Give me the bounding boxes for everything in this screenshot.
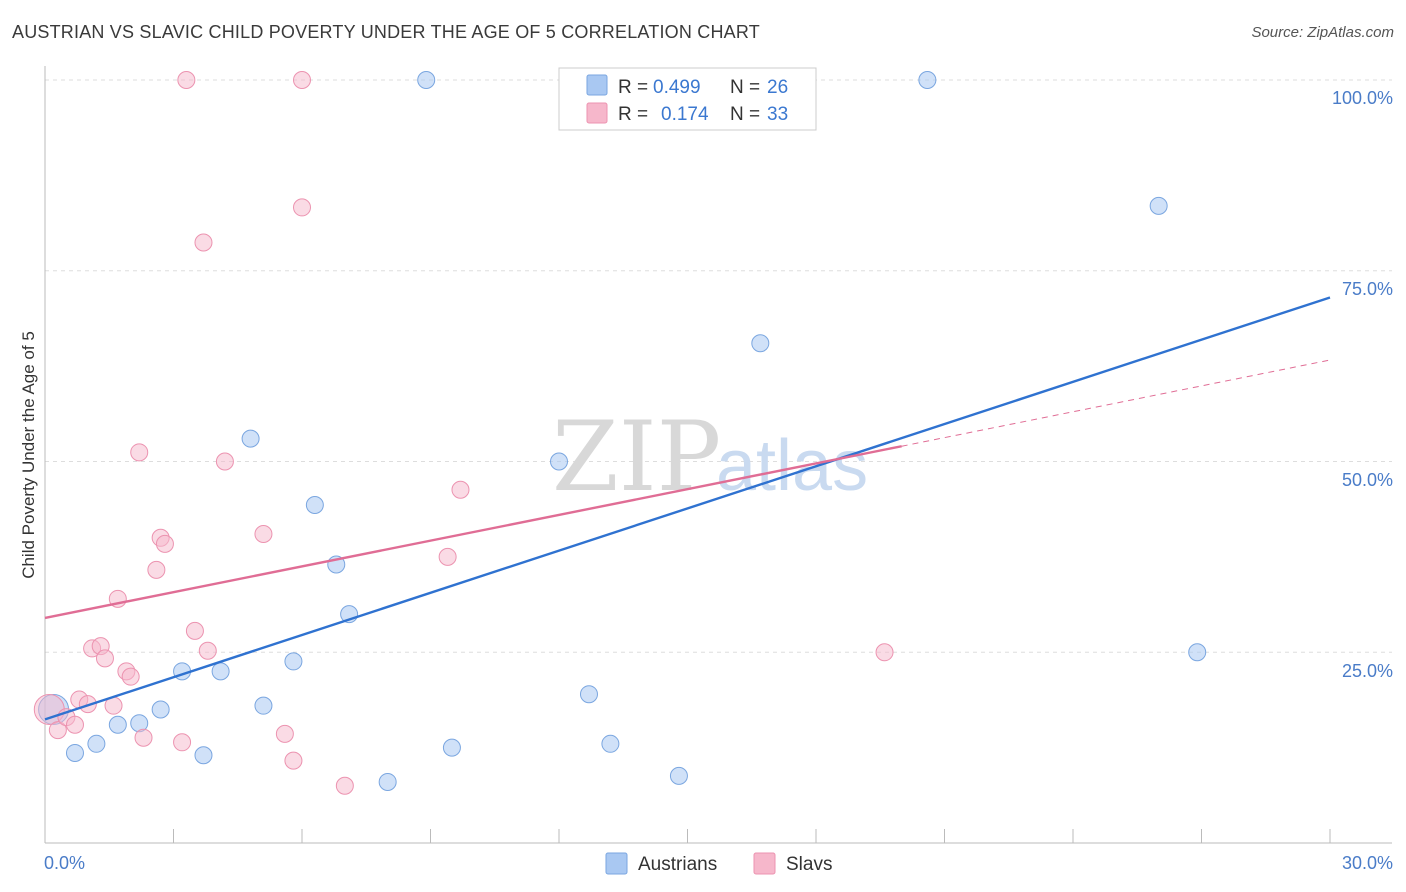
watermark-zip: ZIP <box>552 401 721 513</box>
point-austrians-10 <box>254 696 273 715</box>
source-label: Source: ZipAtlas.com <box>1251 24 1394 41</box>
point-austrians-21 <box>669 766 688 785</box>
legend-n-label-austrians: N = <box>730 77 760 98</box>
y-tick-label-25: 25.0% <box>1342 661 1393 681</box>
point-austrians-20 <box>601 734 620 753</box>
point-austrians-3 <box>108 715 127 734</box>
point-slavs-3 <box>65 715 84 734</box>
point-austrians-19 <box>579 685 598 704</box>
point-slavs-21 <box>194 233 213 252</box>
correlation-legend: R = 0.499 N = 26 R = 0.174 N = 33 <box>558 67 817 131</box>
point-austrians-25 <box>1188 643 1207 662</box>
point-slavs-29 <box>335 776 354 795</box>
point-slavs-8 <box>95 649 114 668</box>
point-slavs-17 <box>155 534 174 553</box>
point-austrians-12 <box>305 495 324 514</box>
series-legend-label-slavs: Slavs <box>786 854 832 875</box>
point-slavs-14 <box>134 728 153 747</box>
scatter-points <box>33 71 1207 795</box>
legend-r-value-austrians: 0.499 <box>653 77 701 98</box>
legend-r-value-slavs: 0.174 <box>661 104 709 125</box>
point-slavs-26 <box>284 751 303 770</box>
point-austrians-17 <box>442 738 461 757</box>
series-legend-swatch-slavs <box>753 852 776 875</box>
point-slavs-27 <box>293 198 311 217</box>
x-tick-labels: 0.0% 30.0% <box>44 853 1393 873</box>
chart-title: AUSTRIAN VS SLAVIC CHILD POVERTY UNDER T… <box>12 22 760 42</box>
series-legend-swatch-austrians <box>605 852 628 875</box>
point-slavs-31 <box>451 480 470 499</box>
point-austrians-7 <box>194 746 213 765</box>
legend-n-value-austrians: 26 <box>767 77 788 98</box>
trend-lines <box>44 296 1331 721</box>
point-austrians-15 <box>378 772 397 791</box>
point-austrians-1 <box>65 743 84 762</box>
grid-lines <box>45 79 1392 653</box>
point-austrians-23 <box>918 71 937 89</box>
point-austrians-2 <box>87 734 106 753</box>
series-legend: Austrians Slavs <box>605 852 832 875</box>
point-slavs-28 <box>293 71 311 89</box>
legend-n-label-slavs: N = <box>730 104 760 125</box>
point-austrians-11 <box>284 652 303 671</box>
watermark-atlas: atlas <box>716 426 868 506</box>
point-slavs-25 <box>275 724 294 743</box>
trend-line-slavs <box>44 445 902 620</box>
point-austrians-24 <box>1149 196 1168 215</box>
y-tick-label-100: 100.0% <box>1332 88 1393 108</box>
y-tick-label-75: 75.0% <box>1342 279 1393 299</box>
legend-swatch-slavs <box>586 102 608 124</box>
point-slavs-32 <box>875 643 894 662</box>
y-tick-labels: 100.0% 75.0% 50.0% 25.0% <box>1332 88 1393 681</box>
point-slavs-1 <box>48 721 67 740</box>
point-slavs-15 <box>147 560 166 579</box>
point-slavs-22 <box>198 641 217 660</box>
point-austrians-9 <box>241 429 260 448</box>
point-slavs-12 <box>121 667 140 686</box>
x-tick-label-min: 0.0% <box>44 853 85 873</box>
point-slavs-19 <box>177 71 196 89</box>
point-austrians-22 <box>751 334 770 353</box>
point-slavs-20 <box>185 621 204 640</box>
legend-swatch-austrians <box>586 74 608 96</box>
point-austrians-16 <box>417 71 436 89</box>
point-slavs-24 <box>254 524 273 543</box>
legend-r-label-slavs: R = <box>618 104 648 125</box>
watermark: ZIP atlas <box>552 401 868 513</box>
trend-line-austrians <box>44 296 1331 721</box>
y-tick-label-50: 50.0% <box>1342 470 1393 490</box>
point-austrians-8 <box>211 662 230 681</box>
legend-n-value-slavs: 33 <box>767 104 788 125</box>
point-slavs-13 <box>130 443 149 462</box>
point-austrians-18 <box>550 452 568 471</box>
point-slavs-30 <box>438 547 457 566</box>
point-austrians-5 <box>151 700 170 719</box>
legend-r-label-austrians: R = <box>618 77 648 98</box>
series-legend-label-austrians: Austrians <box>638 854 717 875</box>
point-slavs-23 <box>215 452 234 471</box>
trend-line-extension-slavs <box>901 359 1331 447</box>
point-slavs-18 <box>173 733 192 752</box>
y-axis-label: Child Poverty Under the Age of 5 <box>19 331 38 579</box>
x-tick-label-max: 30.0% <box>1342 853 1393 873</box>
